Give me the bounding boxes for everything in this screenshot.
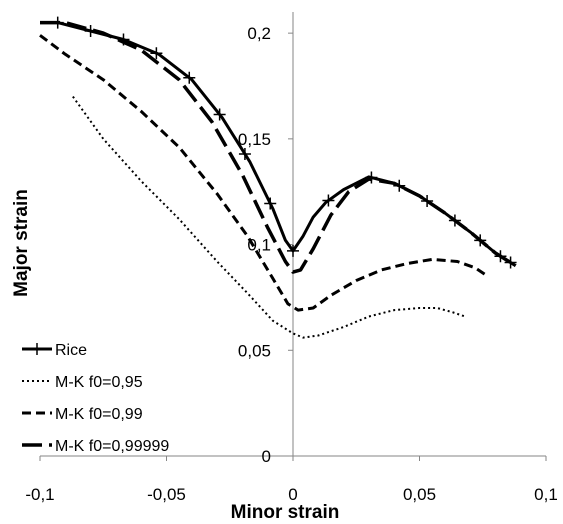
legend-item: M-K f0=0,95 xyxy=(22,374,143,391)
legend-label: M-K f0=0,99 xyxy=(55,406,143,423)
y-tick-label: 0,05 xyxy=(238,341,271,360)
x-tick-label: -0,05 xyxy=(147,485,186,504)
data-point-marker xyxy=(287,244,299,257)
legend-label: M-K f0=0,95 xyxy=(55,374,143,391)
series-line-rice xyxy=(40,21,517,267)
y-tick-label: 0 xyxy=(262,447,271,466)
data-point-marker xyxy=(504,256,517,269)
y-tick-label: 0,1 xyxy=(247,236,271,255)
x-tick-label: 0,1 xyxy=(534,485,558,504)
data-point-marker xyxy=(421,195,434,208)
series-m-k-f0-0-95 xyxy=(72,96,466,339)
x-tick-label: 0 xyxy=(288,485,297,504)
x-tick-label: -0,1 xyxy=(25,485,54,504)
legend-item: M-K f0=0,99 xyxy=(22,406,143,423)
data-point-marker xyxy=(365,171,378,184)
legend-item: Rice xyxy=(22,342,87,359)
axes: -0,1 -0,05 0 0,05 0,1 0 0,05 0,1 0,15 0,2 xyxy=(25,12,558,504)
series-m-k-f0-0-99999 xyxy=(40,20,517,274)
data-point-marker xyxy=(264,197,277,210)
legend-label: M-K f0=0,99999 xyxy=(55,438,169,455)
legend-item: M-K f0=0,99999 xyxy=(22,438,169,455)
series-layer xyxy=(39,16,517,339)
x-axis-ticks: -0,1 -0,05 0 0,05 0,1 xyxy=(25,456,558,504)
data-point-marker xyxy=(213,108,226,121)
data-point-marker xyxy=(393,179,406,192)
legend-marker xyxy=(31,343,43,355)
series-line-m-k-f0-0-99 xyxy=(39,34,489,312)
x-tick-label: 0,05 xyxy=(403,485,436,504)
y-axis-label: Major strain xyxy=(11,189,32,297)
legend: Rice M-K f0=0,95 M-K f0=0,99 M-K f0=0,99999 xyxy=(22,342,169,455)
data-point-marker xyxy=(322,194,335,207)
data-point-marker xyxy=(238,148,251,161)
series-m-k-f0-0-99 xyxy=(39,34,489,312)
y-axis-ticks: 0 0,05 0,1 0,15 0,2 xyxy=(238,24,293,466)
y-tick-label: 0,15 xyxy=(238,130,271,149)
data-point-marker xyxy=(183,71,196,84)
series-line-m-k-f0-0-95 xyxy=(72,96,466,339)
series-line-m-k-f0-0-99999 xyxy=(40,20,517,274)
y-tick-label: 0,2 xyxy=(247,24,271,43)
data-point-marker xyxy=(150,47,163,60)
x-axis-label: Minor strain xyxy=(231,502,340,523)
legend-label: Rice xyxy=(55,342,87,359)
series-rice xyxy=(40,16,517,269)
